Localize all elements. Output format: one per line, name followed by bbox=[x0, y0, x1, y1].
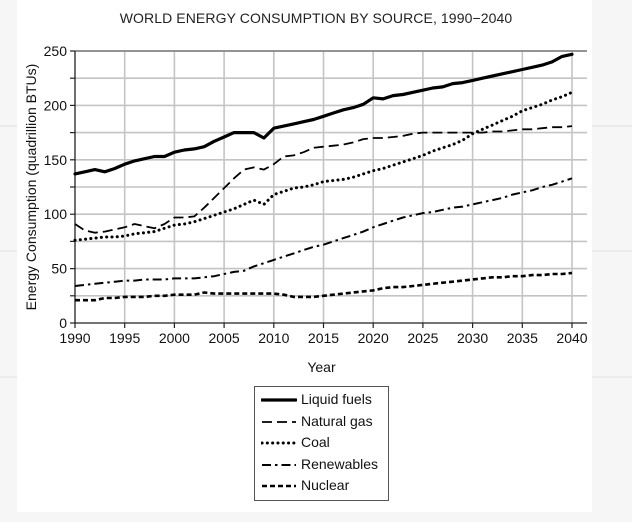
series-line-liquid-fuels bbox=[73, 52, 574, 176]
legend-swatch bbox=[262, 484, 296, 488]
legend-swatch bbox=[262, 463, 296, 466]
x-axis-label: Year bbox=[307, 359, 336, 375]
series-line-renewables bbox=[74, 177, 573, 287]
x-tick-label: 2010 bbox=[258, 330, 289, 346]
y-tick-label: 150 bbox=[44, 152, 68, 168]
x-tick-label: 2020 bbox=[358, 330, 389, 346]
legend-swatch bbox=[261, 398, 297, 402]
legend-item: Renewables bbox=[261, 456, 389, 474]
x-tick-label: 2005 bbox=[209, 330, 240, 346]
series-line-nuclear bbox=[75, 271, 573, 302]
legend-item: Nuclear bbox=[261, 477, 389, 495]
legend-label: Nuclear bbox=[301, 477, 350, 493]
series-line-natural-gas bbox=[74, 125, 573, 234]
chart-legend: Liquid fuels Natural gas Coal Renewables Nuc… bbox=[254, 386, 389, 501]
legend-label: Coal bbox=[301, 434, 330, 450]
x-tick-label: 2035 bbox=[507, 330, 538, 346]
legend-swatch bbox=[262, 420, 296, 423]
chart-title: WORLD ENERGY CONSUMPTION BY SOURCE, 1990… bbox=[119, 10, 513, 26]
y-axis-label: Energy Consumption (quadrillion BTUs) bbox=[23, 64, 39, 311]
y-tick-label: 50 bbox=[51, 261, 67, 277]
legend-label: Liquid fuels bbox=[301, 391, 372, 407]
legend-swatch bbox=[261, 441, 297, 445]
legend-label: Renewables bbox=[301, 455, 379, 472]
x-tick-label: 2040 bbox=[556, 330, 587, 346]
legend-item: Coal bbox=[261, 434, 389, 452]
y-tick-label: 250 bbox=[44, 43, 68, 59]
x-tick-label: 1990 bbox=[59, 330, 90, 346]
x-tick-label: 2015 bbox=[308, 330, 339, 346]
y-tick-label: 100 bbox=[44, 206, 68, 222]
x-tick-label: 2025 bbox=[407, 330, 438, 346]
legend-label: Natural gas bbox=[301, 412, 373, 429]
legend-item: Natural gas bbox=[261, 413, 389, 431]
x-tick-label: 2030 bbox=[457, 330, 488, 346]
y-tick-label: 0 bbox=[59, 315, 67, 331]
x-tick-label: 2000 bbox=[159, 330, 190, 346]
y-tick-label: 200 bbox=[44, 97, 68, 113]
legend-item: Liquid fuels bbox=[261, 391, 389, 409]
series-line-coal bbox=[73, 90, 574, 242]
x-tick-label: 1995 bbox=[109, 330, 140, 346]
